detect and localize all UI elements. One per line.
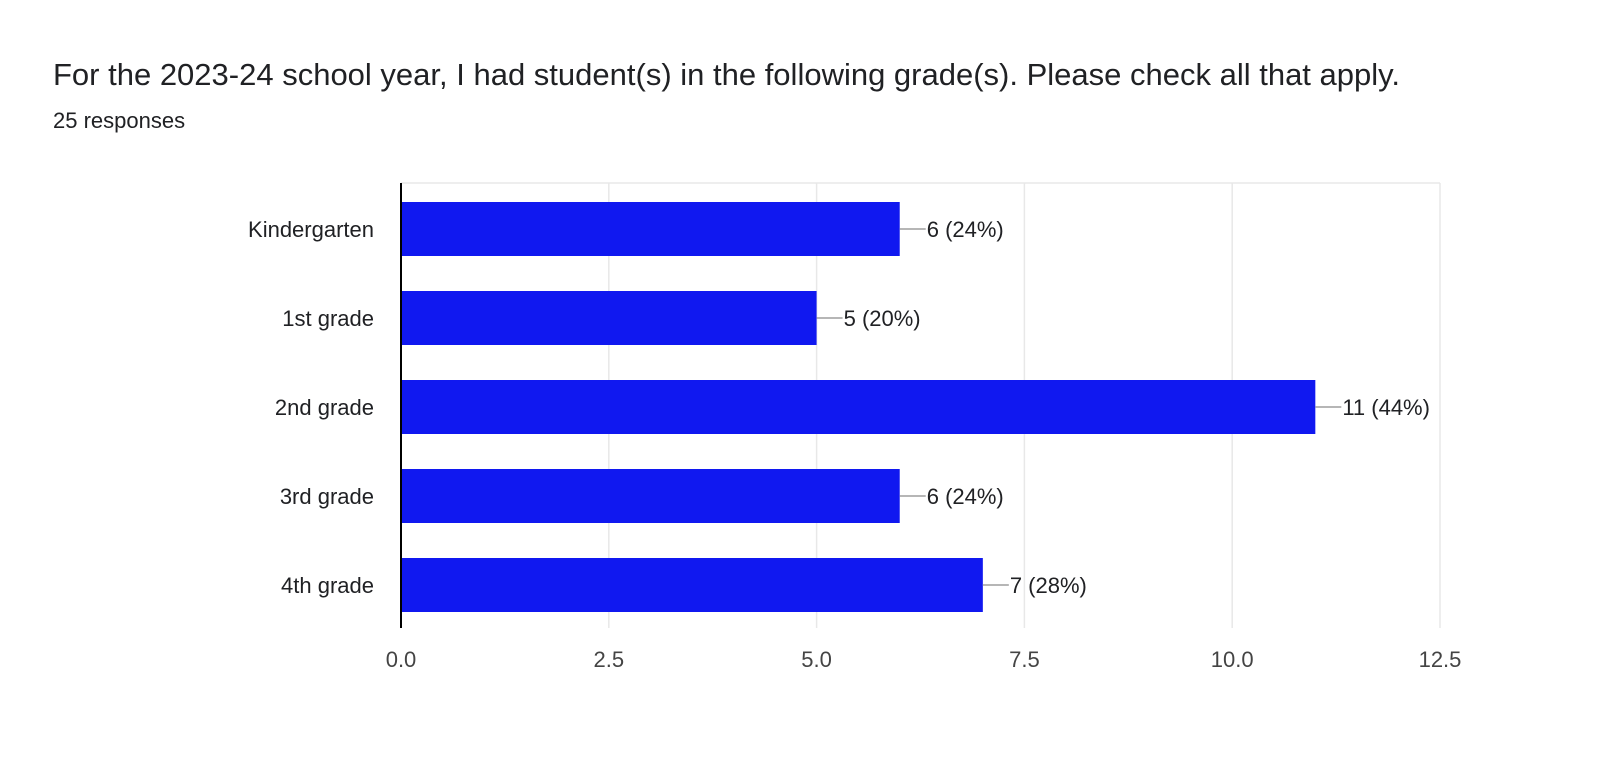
x-tick-label: 0.0	[386, 647, 417, 672]
data-label: 6 (24%)	[927, 217, 1004, 242]
x-tick-label: 7.5	[1009, 647, 1040, 672]
x-tick-label: 10.0	[1211, 647, 1254, 672]
bar	[401, 558, 983, 612]
x-tick-label: 12.5	[1419, 647, 1462, 672]
data-label: 5 (20%)	[844, 306, 921, 331]
bar	[401, 469, 900, 523]
data-label: 6 (24%)	[927, 484, 1004, 509]
data-label: 7 (28%)	[1010, 573, 1087, 598]
x-tick-label: 5.0	[801, 647, 832, 672]
bars	[401, 202, 1316, 612]
category-label: 4th grade	[281, 573, 374, 598]
question-title: For the 2023-24 school year, I had stude…	[53, 57, 1400, 92]
category-label: 1st grade	[282, 306, 374, 331]
category-label: 2nd grade	[275, 395, 374, 420]
data-label: 11 (44%)	[1342, 395, 1430, 420]
x-tick-label: 2.5	[594, 647, 625, 672]
labels: 0.0 2.5 5.0 7.5 10.0 12.5 6 (24%) Kindergarten 5…	[248, 217, 1461, 672]
bar	[401, 291, 817, 345]
response-count: 25 responses	[53, 108, 186, 133]
bar	[401, 380, 1316, 434]
bar	[401, 202, 900, 256]
category-label: Kindergarten	[248, 217, 374, 242]
category-label: 3rd grade	[280, 484, 374, 509]
